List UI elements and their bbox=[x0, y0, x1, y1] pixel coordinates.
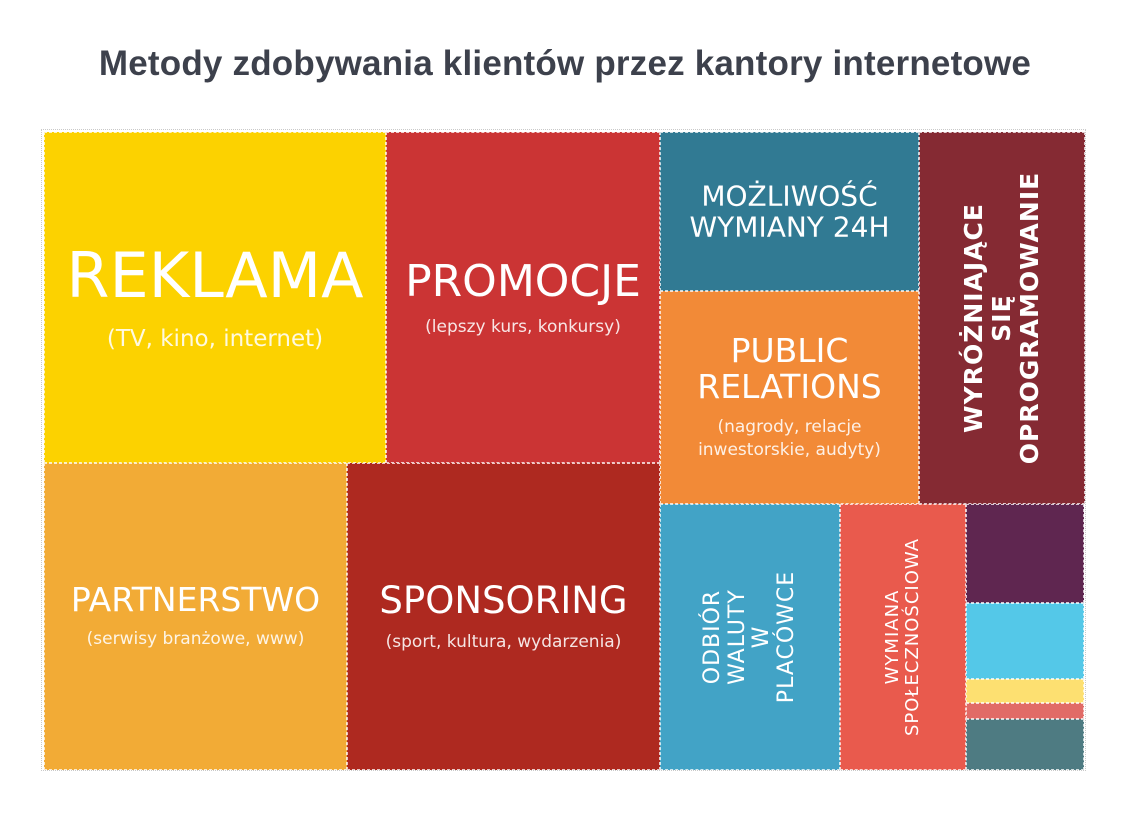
treemap-tile: PUBLIC RELATIONS (nagrody, relacje inwest… bbox=[660, 291, 919, 504]
treemap-tile bbox=[966, 603, 1084, 679]
tile-sublabel: (serwisy branżowe, www) bbox=[86, 629, 305, 650]
treemap-tile: REKLAMA (TV, kino, internet) bbox=[44, 132, 386, 463]
treemap-tile: ODBIÓR WALUTY W PLACÓWCE bbox=[660, 504, 840, 770]
treemap-tile: SPONSORING (sport, kultura, wydarzenia) bbox=[347, 463, 660, 770]
tile-label: REKLAMA bbox=[66, 238, 364, 312]
treemap-tile bbox=[966, 719, 1084, 770]
treemap-tile bbox=[966, 703, 1084, 719]
tile-sublabel: (lepszy kurs, konkursy) bbox=[425, 316, 621, 337]
treemap-tile bbox=[966, 504, 1084, 603]
tile-label-group: MOŻLIWOŚĆ WYMIANY 24H bbox=[661, 180, 918, 243]
tile-label: WYMIANA SPOŁECZNOŚCIOWA bbox=[881, 537, 923, 737]
tile-label: PUBLIC RELATIONS bbox=[697, 330, 882, 407]
tile-label-group: SPONSORING (sport, kultura, wydarzenia) bbox=[348, 579, 659, 653]
tile-label-group: PROMOCJE (lepszy kurs, konkursy) bbox=[387, 256, 659, 338]
treemap-tile: PROMOCJE (lepszy kurs, konkursy) bbox=[386, 132, 660, 463]
chart-title: Metody zdobywania klientów przez kantory… bbox=[98, 44, 1032, 83]
treemap-tile bbox=[966, 679, 1084, 703]
tile-label-group: REKLAMA (TV, kino, internet) bbox=[45, 240, 385, 354]
tile-label: MOŻLIWOŚĆ WYMIANY 24H bbox=[689, 179, 890, 244]
tile-label-group: PUBLIC RELATIONS (nagrody, relacje inwest… bbox=[661, 330, 918, 463]
treemap: REKLAMA (TV, kino, internet) PROMOCJE (leps… bbox=[41, 129, 1086, 771]
tile-sublabel: (TV, kino, internet) bbox=[106, 325, 324, 352]
tile-label-group: WYRÓŻNIAJĄCE SIĘ OPROGRAMOWANIE bbox=[959, 171, 1044, 465]
tile-label-group: WYMIANA SPOŁECZNOŚCIOWA bbox=[881, 537, 923, 737]
treemap-tile: WYRÓŻNIAJĄCE SIĘ OPROGRAMOWANIE bbox=[919, 132, 1085, 504]
tile-label: ODBIÓR WALUTY W PLACÓWCE bbox=[699, 570, 799, 704]
tile-label: PARTNERSTWO bbox=[70, 579, 321, 619]
tile-label: SPONSORING bbox=[379, 578, 628, 622]
tile-label-group: PARTNERSTWO (serwisy branżowe, www) bbox=[45, 579, 346, 652]
treemap-tile: MOŻLIWOŚĆ WYMIANY 24H bbox=[660, 132, 919, 291]
tile-label: PROMOCJE bbox=[405, 255, 641, 307]
tile-sublabel: (nagrody, relacje inwestorskie, audyty) bbox=[698, 417, 881, 461]
treemap-tile: PARTNERSTWO (serwisy branżowe, www) bbox=[44, 463, 347, 770]
treemap-tile: WYMIANA SPOŁECZNOŚCIOWA bbox=[840, 504, 966, 770]
tile-label-group: ODBIÓR WALUTY W PLACÓWCE bbox=[699, 570, 800, 704]
tile-label: WYRÓŻNIAJĄCE SIĘ OPROGRAMOWANIE bbox=[959, 171, 1044, 465]
tile-sublabel: (sport, kultura, wydarzenia) bbox=[385, 631, 622, 652]
